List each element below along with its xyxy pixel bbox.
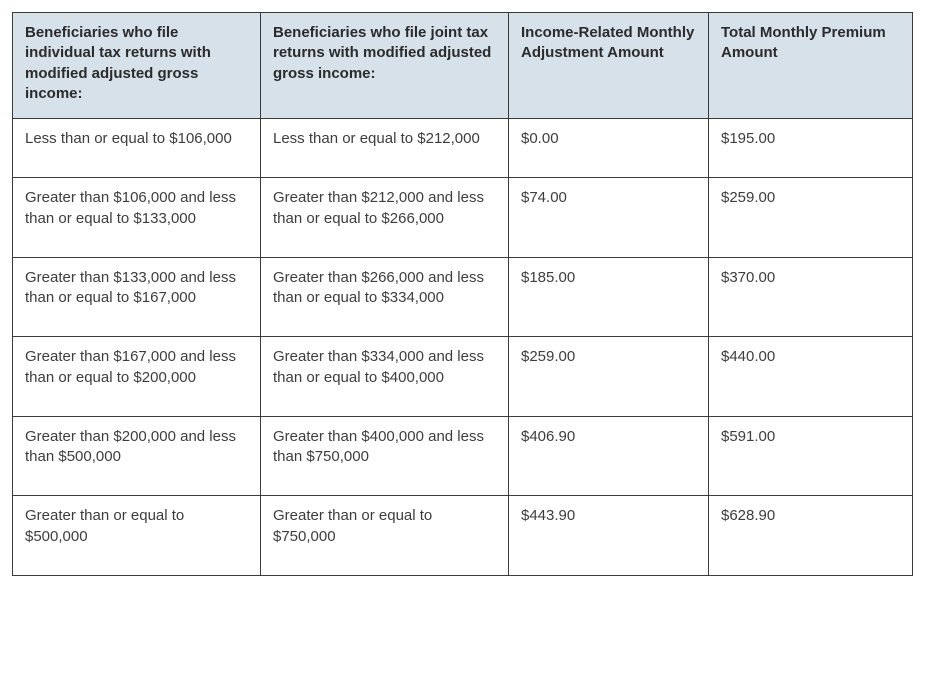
cell-joint: Greater than $266,000 and less than or e… (261, 257, 509, 337)
cell-individual: Greater than $133,000 and less than or e… (13, 257, 261, 337)
cell-individual: Less than or equal to $106,000 (13, 119, 261, 178)
cell-total: $195.00 (709, 119, 913, 178)
cell-adjustment: $259.00 (509, 337, 709, 417)
table-row: Greater than $200,000 and less than $500… (13, 416, 913, 496)
col-header-individual: Beneficiaries who file individual tax re… (13, 13, 261, 119)
cell-adjustment: $406.90 (509, 416, 709, 496)
cell-joint: Greater than $212,000 and less than or e… (261, 178, 509, 258)
cell-adjustment: $185.00 (509, 257, 709, 337)
cell-individual: Greater than or equal to $500,000 (13, 496, 261, 576)
cell-individual: Greater than $106,000 and less than or e… (13, 178, 261, 258)
col-header-adjustment: Income-Related Monthly Adjustment Amount (509, 13, 709, 119)
col-header-joint: Beneficiaries who file joint tax returns… (261, 13, 509, 119)
table-head: Beneficiaries who file individual tax re… (13, 13, 913, 119)
cell-total: $370.00 (709, 257, 913, 337)
cell-adjustment: $74.00 (509, 178, 709, 258)
table-row: Less than or equal to $106,000 Less than… (13, 119, 913, 178)
cell-individual: Greater than $167,000 and less than or e… (13, 337, 261, 417)
col-header-total: Total Monthly Premium Amount (709, 13, 913, 119)
premium-table: Beneficiaries who file individual tax re… (12, 12, 913, 576)
cell-total: $440.00 (709, 337, 913, 417)
table-row: Greater than or equal to $500,000 Greate… (13, 496, 913, 576)
table-body: Less than or equal to $106,000 Less than… (13, 119, 913, 576)
table-row: Greater than $106,000 and less than or e… (13, 178, 913, 258)
cell-individual: Greater than $200,000 and less than $500… (13, 416, 261, 496)
table-row: Greater than $133,000 and less than or e… (13, 257, 913, 337)
cell-total: $259.00 (709, 178, 913, 258)
cell-joint: Greater than or equal to $750,000 (261, 496, 509, 576)
table-row: Greater than $167,000 and less than or e… (13, 337, 913, 417)
cell-joint: Less than or equal to $212,000 (261, 119, 509, 178)
header-row: Beneficiaries who file individual tax re… (13, 13, 913, 119)
cell-adjustment: $443.90 (509, 496, 709, 576)
cell-joint: Greater than $400,000 and less than $750… (261, 416, 509, 496)
cell-adjustment: $0.00 (509, 119, 709, 178)
cell-total: $628.90 (709, 496, 913, 576)
cell-total: $591.00 (709, 416, 913, 496)
cell-joint: Greater than $334,000 and less than or e… (261, 337, 509, 417)
